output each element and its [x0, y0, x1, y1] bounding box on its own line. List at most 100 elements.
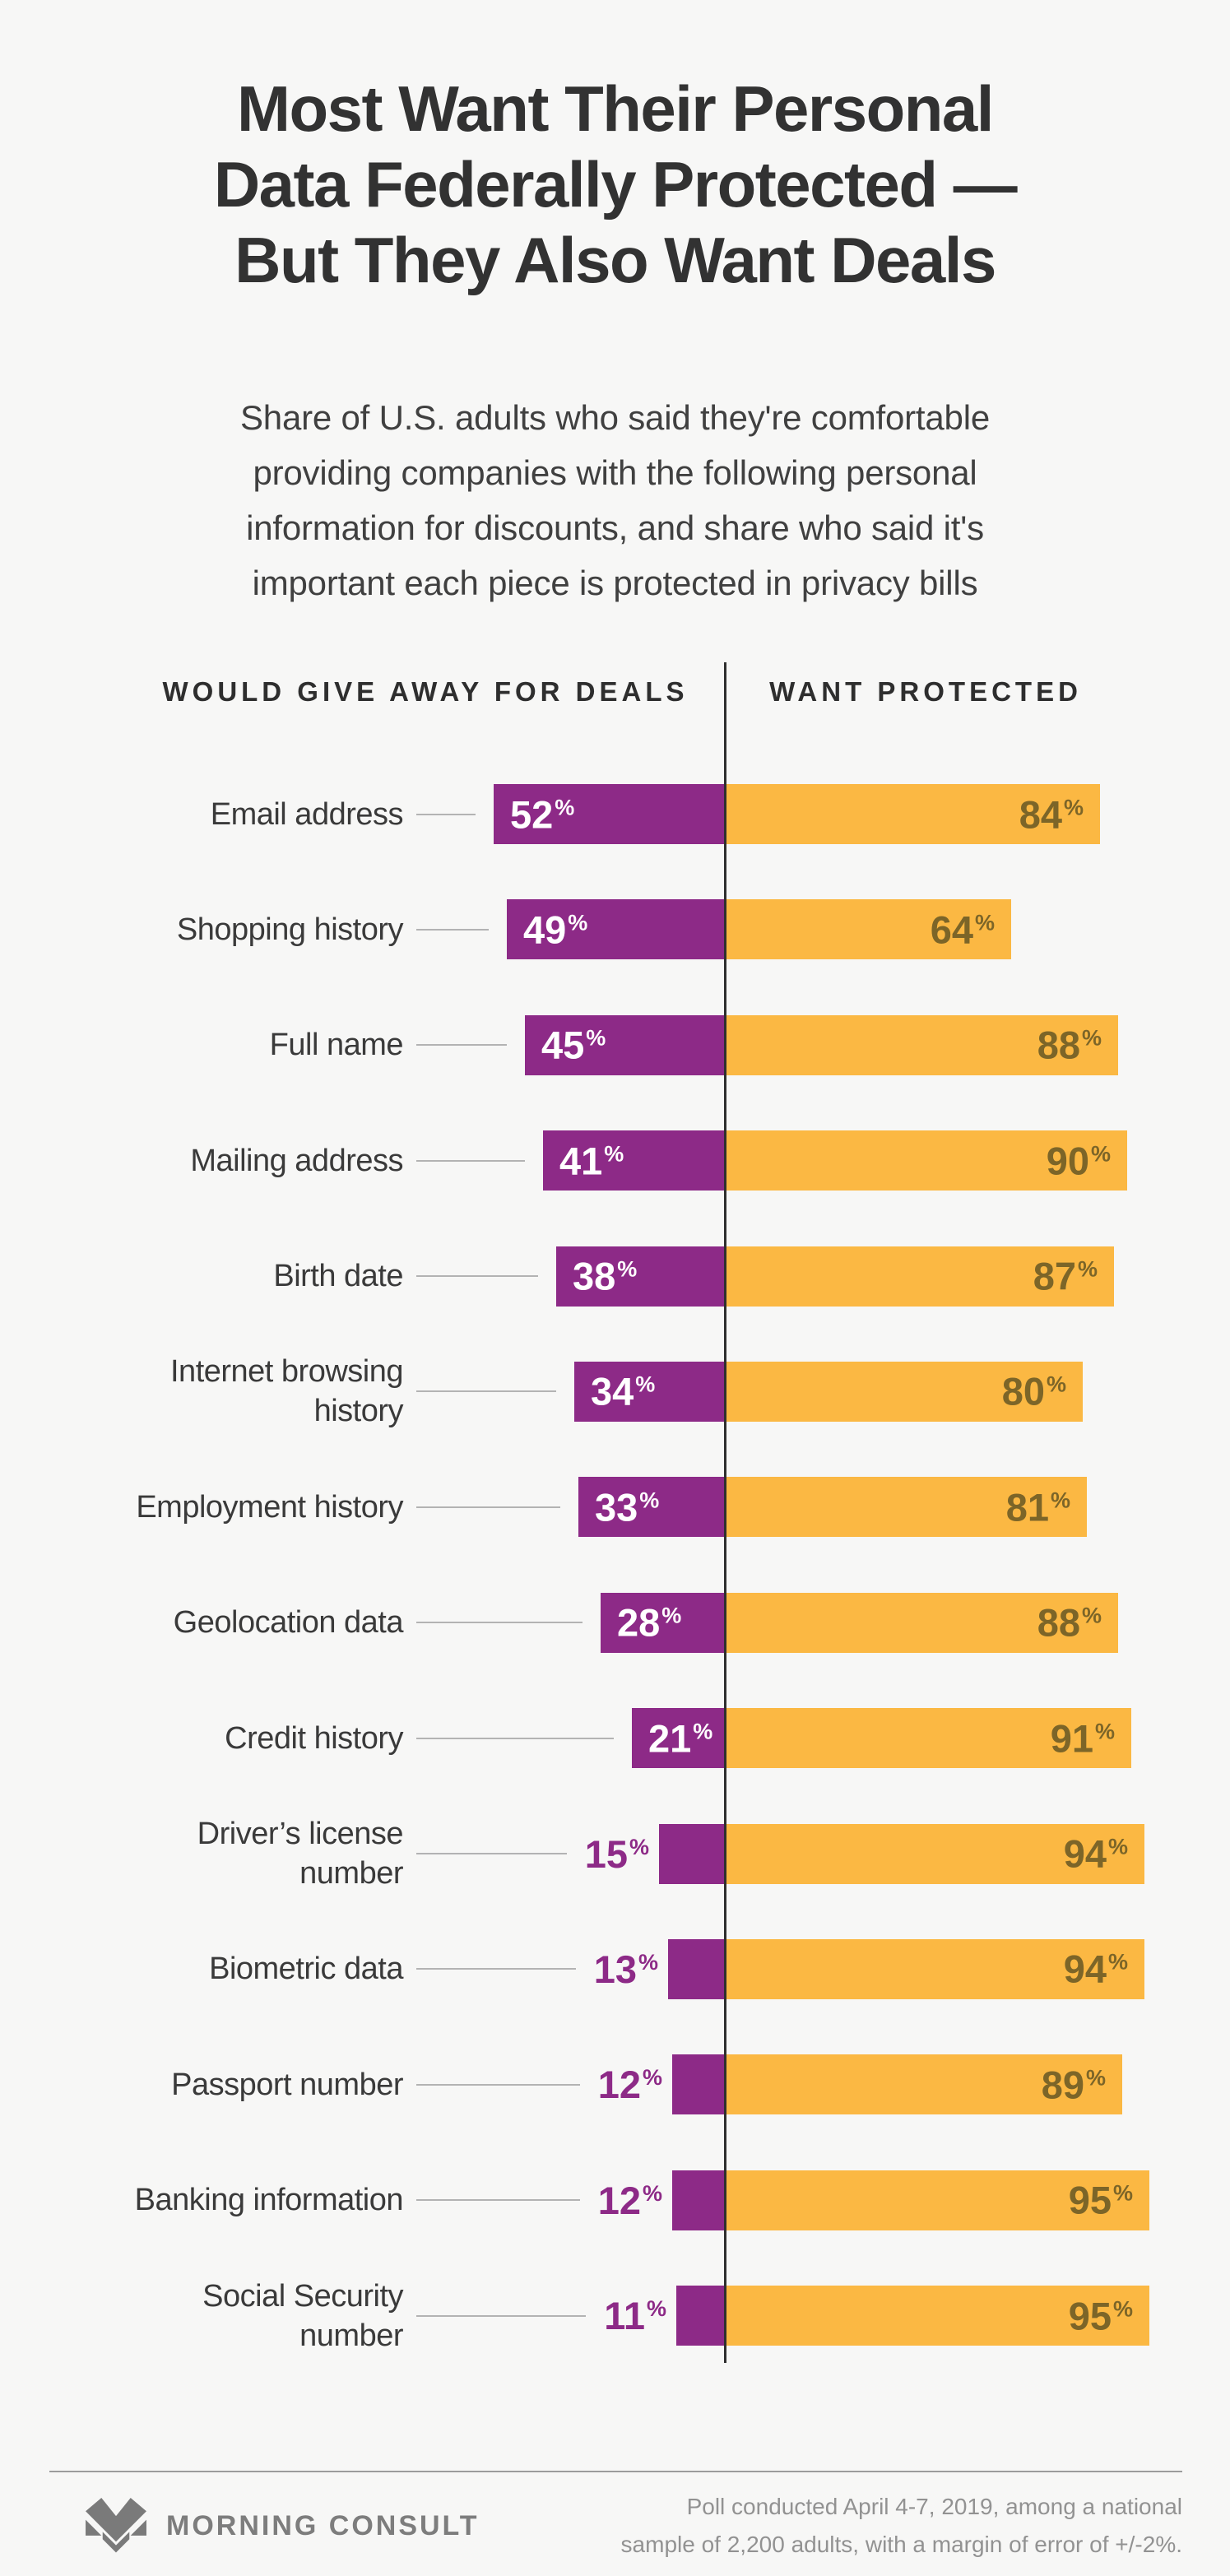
- protected-bar: 87%: [726, 1246, 1114, 1307]
- protected-bar: 95%: [726, 2170, 1149, 2230]
- footer-divider-line: [49, 2471, 1182, 2472]
- category-label: Shopping history: [176, 912, 404, 947]
- leader-line: [416, 1622, 583, 1624]
- deals-bar: 45%: [525, 1014, 726, 1075]
- leader-line: [416, 1737, 614, 1739]
- protected-bar: 90%: [726, 1130, 1127, 1191]
- chart-row: Banking information 12% 95%: [0, 2170, 1230, 2230]
- category-label: Banking information: [134, 2183, 404, 2218]
- deals-value: 38%: [573, 1254, 638, 1298]
- chart-row: Passport number 12% 89%: [0, 2054, 1230, 2115]
- deals-value-outside: 12%: [597, 2178, 662, 2222]
- category-label: Mailing address: [190, 1143, 403, 1178]
- deals-value: 34%: [591, 1369, 656, 1413]
- deals-bar: 52%: [494, 784, 726, 844]
- row-spacer: [1114, 1276, 1230, 1277]
- protected-bar: 88%: [726, 1592, 1118, 1653]
- protected-value: 94%: [1063, 1947, 1128, 1991]
- deals-value: 49%: [523, 907, 588, 952]
- protected-bar: 94%: [726, 1938, 1144, 1999]
- chart-row: Social Security number 11% 95%: [0, 2279, 1230, 2353]
- chart-row: Driver’s license number 15% 94%: [0, 1817, 1230, 1891]
- protected-value: 91%: [1050, 1716, 1115, 1761]
- protected-value: 94%: [1063, 1831, 1128, 1876]
- row-spacer: [1118, 1622, 1230, 1623]
- protected-value: 90%: [1046, 1139, 1111, 1183]
- category-label: Passport number: [171, 2067, 403, 2102]
- deals-bar: 28%: [601, 1592, 726, 1653]
- deals-bar: [672, 2054, 726, 2115]
- leader-line: [416, 1159, 525, 1162]
- row-spacer: [1149, 2315, 1230, 2316]
- deals-value-outside: 11%: [604, 2294, 666, 2338]
- row-spacer: [1127, 1160, 1230, 1161]
- protected-value: 88%: [1037, 1600, 1102, 1645]
- deals-bar: 49%: [507, 899, 726, 960]
- chart-row: Geolocation data 28% 88%: [0, 1592, 1230, 1653]
- category-label: Email address: [210, 796, 404, 832]
- morning-consult-logo: MORNING CONSULT: [86, 2498, 480, 2554]
- category-label: Internet browsing history: [170, 1354, 404, 1429]
- protected-value: 88%: [1037, 1023, 1102, 1067]
- leader-line: [416, 1390, 556, 1393]
- column-header-protected: WANT PROTECTED: [769, 676, 1082, 707]
- row-spacer: [1144, 1969, 1230, 1970]
- leader-line: [416, 1044, 507, 1047]
- protected-value: 95%: [1068, 2294, 1133, 2338]
- chart-row: Email address 52% 84%: [0, 784, 1230, 844]
- deals-bar: 21%: [632, 1708, 726, 1769]
- leader-line: [416, 1853, 567, 1855]
- deals-value-outside: 12%: [597, 2063, 662, 2107]
- protected-bar: 84%: [726, 784, 1100, 844]
- center-axis-line: [724, 662, 726, 2363]
- chart-row: Birth date 38% 87%: [0, 1246, 1230, 1307]
- deals-value: 28%: [617, 1600, 682, 1645]
- category-label: Driver’s license number: [197, 1817, 404, 1891]
- chart-row: Full name 45% 88%: [0, 1014, 1230, 1075]
- protected-bar: 88%: [726, 1014, 1118, 1075]
- row-spacer: [1149, 2200, 1230, 2201]
- protected-value: 80%: [1001, 1369, 1066, 1413]
- morning-consult-mark-icon: [86, 2498, 146, 2554]
- chart-title: Most Want Their Personal Data Federally …: [213, 72, 1018, 296]
- row-spacer: [1011, 929, 1230, 930]
- protected-value: 64%: [930, 907, 995, 952]
- category-label: Biometric data: [209, 1952, 403, 1987]
- row-spacer: [1087, 1506, 1230, 1507]
- leader-line: [416, 2199, 580, 2202]
- leader-line: [416, 2083, 580, 2086]
- protected-value: 81%: [1005, 1485, 1070, 1529]
- deals-value: 21%: [648, 1716, 713, 1761]
- deals-bar: [668, 1938, 726, 1999]
- protected-bar: 95%: [726, 2286, 1149, 2346]
- protected-bar: 94%: [726, 1823, 1144, 1884]
- row-spacer: [1118, 1045, 1230, 1046]
- chart-row: Internet browsing history 34% 80%: [0, 1354, 1230, 1428]
- chart-row: Credit history 21% 91%: [0, 1708, 1230, 1769]
- chart-rows: Email address 52% 84% Shopping history 4…: [0, 784, 1230, 2353]
- chart-row: Mailing address 41% 90%: [0, 1130, 1230, 1191]
- protected-bar: 80%: [726, 1361, 1083, 1422]
- deals-value: 41%: [559, 1139, 624, 1183]
- chart-row: Biometric data 13% 94%: [0, 1938, 1230, 1999]
- deals-value: 52%: [510, 792, 575, 836]
- protected-value: 87%: [1033, 1254, 1098, 1298]
- category-label: Credit history: [225, 1720, 403, 1756]
- footer: MORNING CONSULT Poll conducted April 4-7…: [86, 2486, 1182, 2565]
- category-label: Geolocation data: [173, 1605, 404, 1641]
- protected-value: 89%: [1041, 2063, 1106, 2107]
- deals-bar: 33%: [578, 1477, 726, 1538]
- category-label: Social Security number: [202, 2278, 403, 2353]
- leader-line: [416, 1275, 538, 1278]
- leader-line: [416, 1506, 560, 1508]
- deals-bar: 34%: [574, 1361, 726, 1422]
- column-header-deals: WOULD GIVE AWAY FOR DEALS: [162, 676, 689, 707]
- row-spacer: [1083, 1391, 1230, 1392]
- protected-bar: 91%: [726, 1708, 1131, 1769]
- deals-bar: 38%: [556, 1246, 726, 1307]
- poll-methodology-note: Poll conducted April 4-7, 2019, among a …: [620, 2494, 1182, 2557]
- category-label: Employment history: [136, 1489, 403, 1525]
- morning-consult-wordmark: MORNING CONSULT: [166, 2509, 480, 2541]
- deals-bar: [672, 2170, 726, 2230]
